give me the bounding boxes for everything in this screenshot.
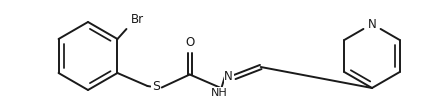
Text: N: N xyxy=(368,17,376,30)
Text: NH: NH xyxy=(211,88,228,98)
Text: N: N xyxy=(224,71,233,83)
Text: S: S xyxy=(152,80,160,94)
Text: Br: Br xyxy=(131,13,143,26)
Text: O: O xyxy=(185,36,194,48)
